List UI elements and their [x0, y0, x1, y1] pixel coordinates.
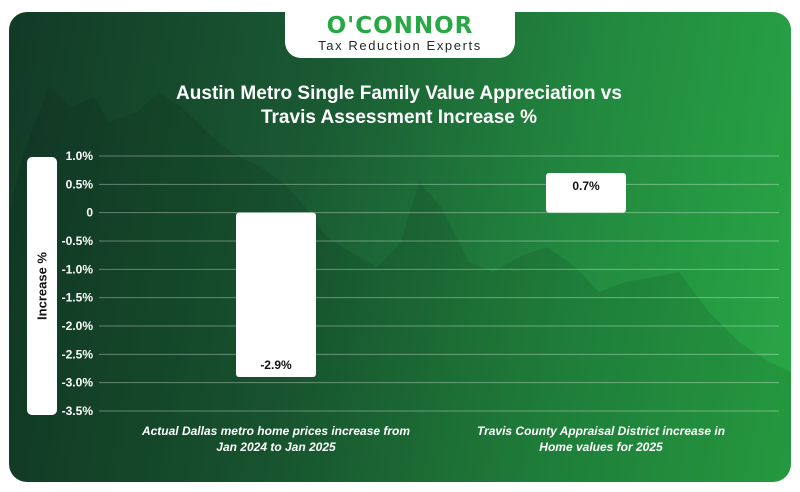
y-tick-label: -0.5%	[62, 234, 94, 248]
logo-tagline: Tax Reduction Experts	[318, 38, 482, 53]
y-tick-label: -3.5%	[62, 404, 94, 418]
y-tick-label: 0.5%	[66, 177, 94, 191]
bar	[546, 173, 626, 213]
x-category-1-line-1: Actual Dallas metro home prices increase…	[141, 424, 411, 438]
bar-data-label: 0.7%	[572, 179, 600, 193]
chart-card: O'CONNOR Tax Reduction Experts Austin Me…	[9, 12, 791, 482]
y-tick-label: -1.5%	[62, 291, 94, 305]
bar-data-label: -2.9%	[260, 358, 292, 372]
bar	[236, 212, 316, 377]
x-category-2-line-2: Home values for 2025	[539, 440, 663, 454]
logo: O'CONNOR Tax Reduction Experts	[285, 12, 515, 58]
chart-title: Austin Metro Single Family Value Appreci…	[99, 82, 699, 130]
y-tick-label: 0	[86, 206, 93, 220]
chart-title-line-2: Travis Assessment Increase %	[260, 107, 538, 128]
y-tick-label: 1.0%	[66, 149, 94, 163]
logo-name: O'CONNOR	[326, 13, 474, 39]
x-category-1-line-2: Jan 2024 to Jan 2025	[216, 440, 336, 454]
y-axis-label-box	[27, 157, 57, 415]
x-category-2-line-1: Travis County Appraisal District increas…	[476, 424, 726, 438]
y-tick-label: -3.0%	[62, 376, 94, 390]
x-category-label-1: Actual Dallas metro home prices increase…	[131, 423, 421, 455]
bar-chart: 1.0% 0.5% 0 -0.5% -1.0% -1.5% -2.0% -2.5% -3.0% -…	[62, 149, 779, 418]
y-tick-label: -2.5%	[62, 347, 94, 361]
mountain-background-graphic	[9, 87, 791, 482]
y-tick-label: -1.0%	[62, 262, 94, 276]
x-category-label-2: Travis County Appraisal District increas…	[451, 423, 751, 455]
chart-title-line-1: Austin Metro Single Family Value Appreci…	[176, 83, 622, 104]
y-tick-label: -2.0%	[62, 319, 94, 333]
